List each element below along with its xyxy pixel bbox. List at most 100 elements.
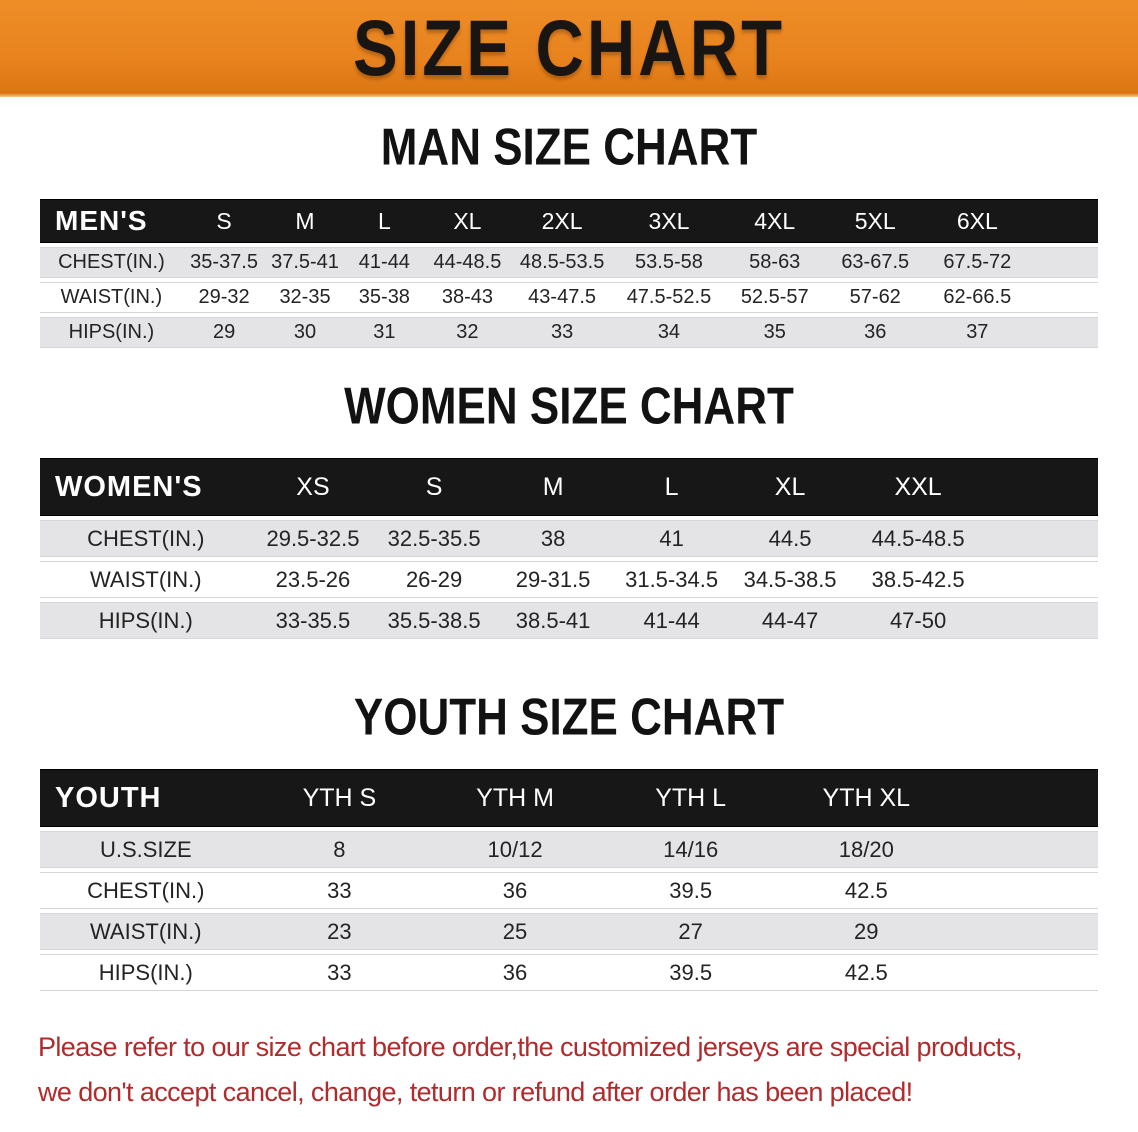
size-value: 35.5-38.5 xyxy=(374,602,494,639)
size-value: 29 xyxy=(182,317,266,348)
size-header-row: YOUTH YTH S YTH M YTH L YTH XL xyxy=(40,769,1098,827)
size-value: 67.5-72 xyxy=(925,247,1030,278)
size-value: 48.5-53.5 xyxy=(510,247,614,278)
men-size-table: MEN'S S M L XL 2XL 3XL 4XL 5XL 6XL CHEST(IN.) 35-37… xyxy=(40,195,1098,352)
size-value: 58-63 xyxy=(724,247,825,278)
size-value: 38.5-42.5 xyxy=(849,561,987,598)
size-value: 44.5 xyxy=(730,520,850,557)
size-column-header: 2XL xyxy=(510,199,614,243)
size-column-header: XL xyxy=(730,458,850,516)
size-value: 33 xyxy=(510,317,614,348)
table-corner-label: YOUTH xyxy=(40,769,252,827)
size-value: 33 xyxy=(251,872,428,909)
row-spacer xyxy=(1029,317,1098,348)
measurement-row: HIPS(IN.) 33 36 39.5 42.5 xyxy=(40,954,1098,991)
table-corner-label: MEN'S xyxy=(40,199,183,243)
size-value: 62-66.5 xyxy=(925,282,1030,313)
measurement-row: WAIST(IN.) 23 25 27 29 xyxy=(40,913,1098,950)
size-column-header: XS xyxy=(251,458,375,516)
page-title: SIZE CHART xyxy=(353,4,785,93)
measurement-row: HIPS(IN.) 29 30 31 32 33 34 35 36 37 xyxy=(40,317,1098,348)
size-column-header: L xyxy=(344,199,425,243)
size-column-header: 5XL xyxy=(824,199,926,243)
size-value: 23.5-26 xyxy=(251,561,375,598)
row-spacer xyxy=(1029,282,1098,313)
size-value: 47.5-52.5 xyxy=(613,282,725,313)
size-value: 38.5-41 xyxy=(493,602,613,639)
measurement-row: CHEST(IN.) 35-37.5 37.5-41 41-44 44-48.5 48.5… xyxy=(40,247,1098,278)
size-column-header: S xyxy=(374,458,494,516)
row-spacer xyxy=(986,561,1098,598)
size-value: 41-44 xyxy=(612,602,731,639)
size-value: 37.5-41 xyxy=(265,247,345,278)
row-spacer xyxy=(954,913,1098,950)
row-spacer xyxy=(954,831,1098,868)
size-value: 25 xyxy=(427,913,603,950)
size-value: 29-31.5 xyxy=(493,561,613,598)
size-value: 10/12 xyxy=(427,831,603,868)
row-label: HIPS(IN.) xyxy=(40,954,252,991)
size-value: 39.5 xyxy=(602,872,779,909)
size-value: 44-48.5 xyxy=(424,247,511,278)
measurement-row: WAIST(IN.) 23.5-26 26-29 29-31.5 31.5-34.5 34… xyxy=(40,561,1098,598)
measurement-row: HIPS(IN.) 33-35.5 35.5-38.5 38.5-41 41-44 44-… xyxy=(40,602,1098,639)
row-label: U.S.SIZE xyxy=(40,831,252,868)
size-value: 38-43 xyxy=(424,282,511,313)
table-corner-label: WOMEN'S xyxy=(40,458,252,516)
size-value: 35 xyxy=(724,317,825,348)
size-column-header: YTH XL xyxy=(778,769,955,827)
size-column-header: M xyxy=(493,458,613,516)
size-value: 32-35 xyxy=(265,282,345,313)
header-spacer xyxy=(1029,199,1098,243)
size-value: 52.5-57 xyxy=(724,282,825,313)
size-column-header: L xyxy=(612,458,731,516)
size-value: 29 xyxy=(778,913,955,950)
size-value: 29.5-32.5 xyxy=(251,520,375,557)
size-column-header: 4XL xyxy=(724,199,825,243)
banner: SIZE CHART xyxy=(0,0,1138,97)
women-size-table: WOMEN'S XS S M L XL XXL CHEST(IN.) 29.5-32.5 32.5… xyxy=(40,454,1098,643)
size-value: 41-44 xyxy=(344,247,425,278)
section-men: MAN SIZE CHART MEN'S S M L XL 2XL 3XL 4XL 5XL 6XL… xyxy=(0,119,1138,352)
row-label: CHEST(IN.) xyxy=(40,520,252,557)
size-value: 41 xyxy=(612,520,731,557)
header-spacer xyxy=(954,769,1098,827)
row-label: WAIST(IN.) xyxy=(40,282,183,313)
row-spacer xyxy=(986,602,1098,639)
size-column-header: XL xyxy=(424,199,511,243)
size-value: 29-32 xyxy=(182,282,266,313)
section-women: WOMEN SIZE CHART WOMEN'S XS S M L XL XXL CHEST(… xyxy=(0,378,1138,643)
youth-size-table: YOUTH YTH S YTH M YTH L YTH XL U.S.SIZE 8 10/12… xyxy=(40,765,1098,995)
disclaimer-line-2: we don't accept cancel, change, teturn o… xyxy=(38,1077,913,1107)
size-value: 30 xyxy=(265,317,345,348)
size-value: 44-47 xyxy=(730,602,850,639)
measurement-row: CHEST(IN.) 33 36 39.5 42.5 xyxy=(40,872,1098,909)
measurement-row: U.S.SIZE 8 10/12 14/16 18/20 xyxy=(40,831,1098,868)
size-value: 57-62 xyxy=(824,282,926,313)
row-spacer xyxy=(986,520,1098,557)
size-value: 23 xyxy=(251,913,428,950)
size-value: 53.5-58 xyxy=(613,247,725,278)
size-value: 36 xyxy=(427,872,603,909)
size-value: 31 xyxy=(344,317,425,348)
size-value: 42.5 xyxy=(778,954,955,991)
size-value: 33-35.5 xyxy=(251,602,375,639)
size-value: 38 xyxy=(493,520,613,557)
size-column-header: 3XL xyxy=(613,199,725,243)
size-value: 35-38 xyxy=(344,282,425,313)
size-column-header: M xyxy=(265,199,345,243)
size-column-header: YTH L xyxy=(602,769,779,827)
men-section-heading: MAN SIZE CHART xyxy=(380,118,758,177)
size-value: 26-29 xyxy=(374,561,494,598)
row-spacer xyxy=(1029,247,1098,278)
size-column-header: YTH M xyxy=(427,769,603,827)
size-value: 33 xyxy=(251,954,428,991)
disclaimer-note: Please refer to our size chart before or… xyxy=(38,1025,1138,1115)
size-value: 27 xyxy=(602,913,779,950)
row-label: WAIST(IN.) xyxy=(40,913,252,950)
size-column-header: YTH S xyxy=(251,769,428,827)
size-value: 34 xyxy=(613,317,725,348)
size-column-header: S xyxy=(182,199,266,243)
youth-section-heading: YOUTH SIZE CHART xyxy=(353,688,785,747)
measurement-row: CHEST(IN.) 29.5-32.5 32.5-35.5 38 41 44.5 44.5… xyxy=(40,520,1098,557)
